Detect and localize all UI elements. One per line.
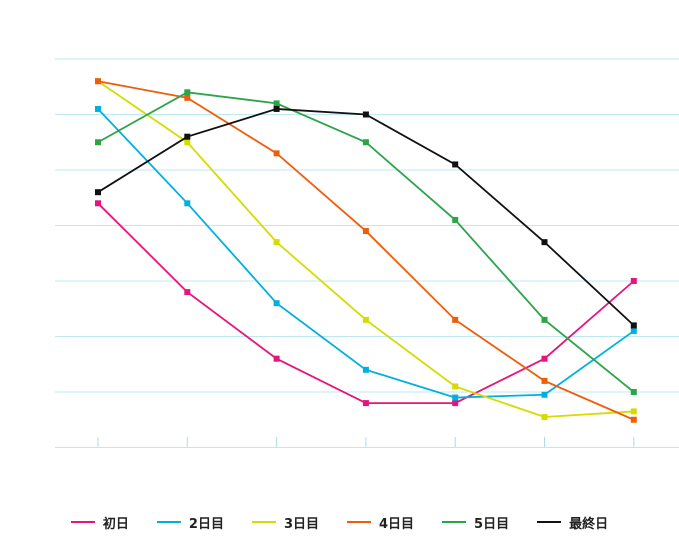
data-point xyxy=(452,316,459,323)
data-point xyxy=(273,239,280,246)
legend-item: 初日 xyxy=(70,513,129,532)
data-point xyxy=(630,416,637,423)
data-point xyxy=(452,161,459,168)
data-point xyxy=(452,400,459,407)
legend-label: 5日目 xyxy=(474,516,510,532)
legend: 初日 2日目 3日目 4日目 5日目 最終日 xyxy=(0,508,679,536)
data-point xyxy=(630,322,637,329)
data-point xyxy=(184,89,191,96)
legend-item: 3日目 xyxy=(251,513,319,532)
legend-label: 4日目 xyxy=(379,516,415,532)
data-point xyxy=(541,239,548,246)
data-point xyxy=(184,200,191,207)
data-point xyxy=(362,228,369,235)
legend-label: 3日目 xyxy=(283,516,319,532)
legend-item: 最終日 xyxy=(537,513,608,532)
data-point xyxy=(362,366,369,373)
series-5 xyxy=(95,89,637,395)
data-point xyxy=(184,289,191,296)
data-point xyxy=(273,100,280,107)
legend-label: 2日目 xyxy=(188,516,224,532)
legend-swatch xyxy=(251,521,276,523)
data-point xyxy=(95,78,101,85)
data-point xyxy=(362,139,369,146)
legend-label: 初日 xyxy=(102,516,129,532)
data-point xyxy=(273,355,280,362)
data-point xyxy=(452,383,459,390)
data-point xyxy=(541,355,548,362)
series-line xyxy=(97,91,635,393)
data-point xyxy=(630,327,637,334)
data-point xyxy=(541,316,548,323)
series-lines xyxy=(95,78,637,423)
data-point xyxy=(184,139,191,146)
data-point xyxy=(541,413,548,420)
data-point xyxy=(452,216,459,223)
data-point xyxy=(630,278,637,284)
data-point xyxy=(95,139,101,146)
legend-swatch xyxy=(442,521,467,523)
series-2 xyxy=(95,105,637,401)
legend-item: 2日目 xyxy=(156,513,224,532)
data-point xyxy=(362,400,369,407)
series-line xyxy=(97,108,635,399)
gridlines xyxy=(55,58,679,448)
series-1 xyxy=(95,200,637,407)
data-point xyxy=(362,111,369,118)
legend-label: 最終日 xyxy=(569,516,609,532)
legend-swatch xyxy=(156,521,181,523)
x-axis-ticks xyxy=(97,437,635,447)
series-4 xyxy=(95,78,637,423)
data-point xyxy=(452,394,459,401)
data-point xyxy=(184,94,191,101)
legend-swatch xyxy=(347,521,371,523)
data-point xyxy=(362,316,369,323)
data-point xyxy=(95,105,101,112)
data-point xyxy=(95,200,101,207)
series-line xyxy=(97,80,634,418)
legend-item: 5日目 xyxy=(442,513,509,532)
data-point xyxy=(273,105,280,112)
data-point xyxy=(95,189,101,196)
data-point xyxy=(541,377,548,384)
data-point xyxy=(630,389,637,395)
data-point xyxy=(630,408,637,415)
data-point xyxy=(273,150,280,157)
legend-item: 4日目 xyxy=(347,513,414,532)
data-point xyxy=(541,391,548,398)
data-point xyxy=(273,300,280,307)
legend-swatch xyxy=(537,521,562,523)
legend-swatch xyxy=(70,521,95,523)
data-point xyxy=(184,133,191,140)
series-6 xyxy=(95,105,637,329)
